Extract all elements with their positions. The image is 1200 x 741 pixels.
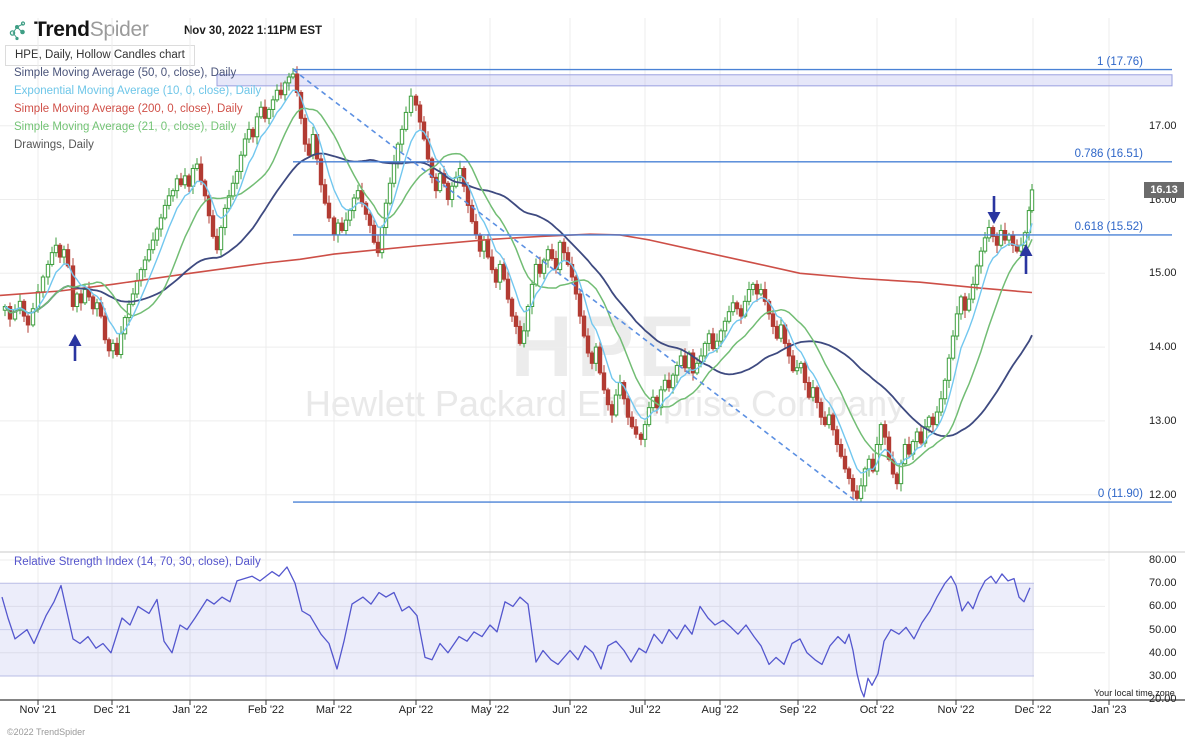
last-price-badge: 16.13 xyxy=(1144,182,1184,198)
down-arrow-drawing[interactable] xyxy=(987,196,1001,224)
anchored-zone-drawing[interactable] xyxy=(216,74,1173,87)
indicator-label[interactable]: Simple Moving Average (50, 0, close), Da… xyxy=(14,67,237,79)
trendspider-logo[interactable]: TrendSpider xyxy=(34,18,149,42)
timezone-note[interactable]: Your local time zone xyxy=(1094,688,1175,698)
chart-title: HPE, Daily, Hollow Candles chart xyxy=(5,45,195,66)
indicator-label[interactable]: Exponential Moving Average (10, 0, close… xyxy=(14,85,262,97)
rsi-indicator-label[interactable]: Relative Strength Index (14, 70, 30, clo… xyxy=(14,556,261,568)
rsi-line[interactable] xyxy=(1,566,1031,698)
sma-21-line[interactable] xyxy=(4,107,1033,468)
brand-trend: Trend xyxy=(34,18,90,41)
chart-timestamp: Nov 30, 2022 1:11PM EST xyxy=(184,25,323,37)
indicator-label[interactable]: Drawings, Daily xyxy=(14,139,94,151)
brand-spider: Spider xyxy=(89,18,149,41)
indicator-label[interactable]: Simple Moving Average (200, 0, close), D… xyxy=(14,103,243,115)
sma-50-line[interactable] xyxy=(4,152,1033,438)
indicator-label[interactable]: Simple Moving Average (21, 0, close), Da… xyxy=(14,121,237,133)
copyright-text: ©2022 TrendSpider xyxy=(7,727,86,737)
trendline-drawing[interactable] xyxy=(292,68,858,503)
up-arrow-drawing[interactable] xyxy=(68,334,82,361)
candles xyxy=(2,66,1035,503)
up-arrow-drawing[interactable] xyxy=(1019,244,1033,274)
trendspider-logo-icon[interactable] xyxy=(7,19,31,48)
ema-10-line[interactable] xyxy=(4,89,1033,474)
